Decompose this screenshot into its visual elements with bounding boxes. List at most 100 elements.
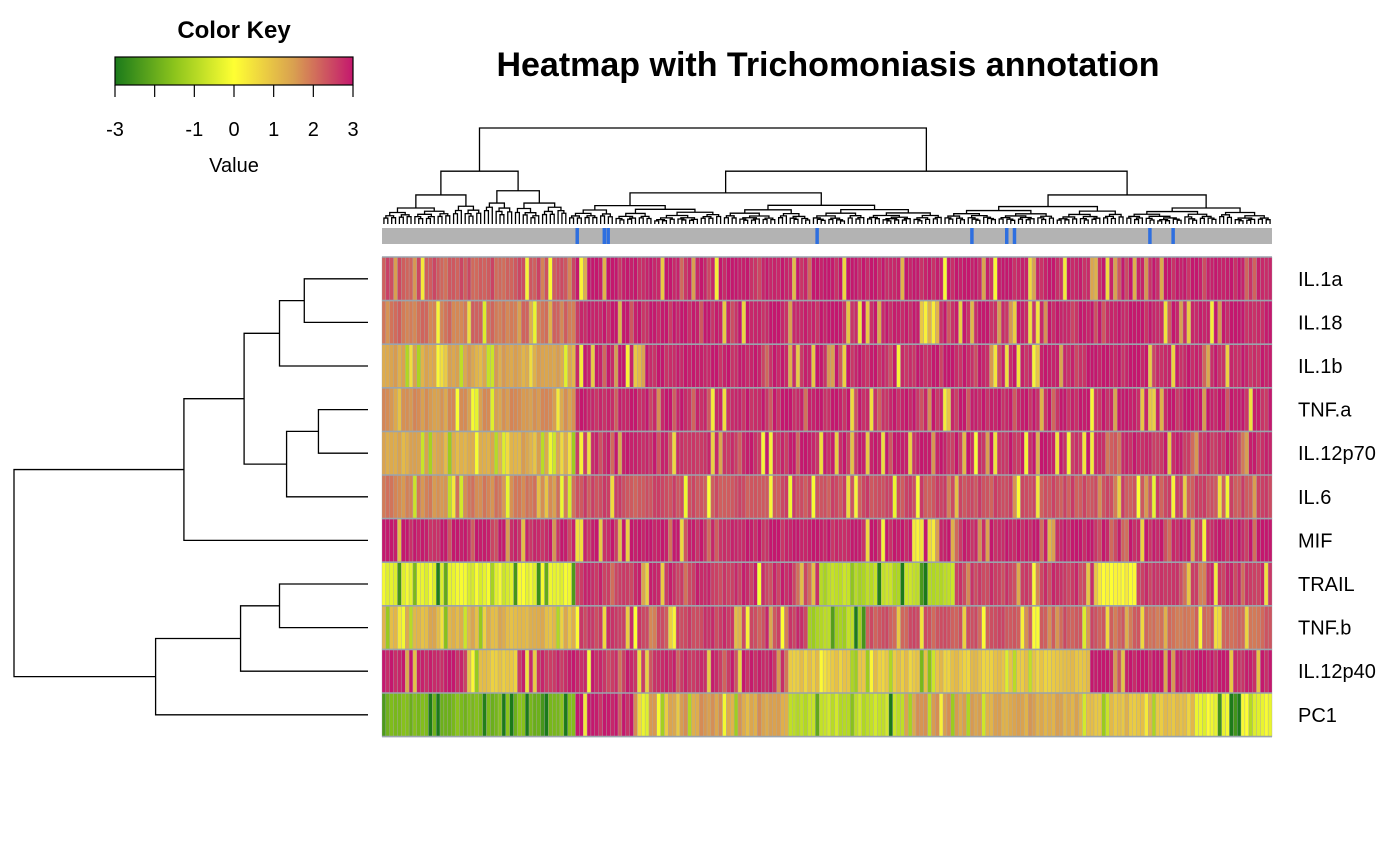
heatmap-cell (985, 474, 990, 519)
heatmap-cell (1020, 387, 1025, 432)
heatmap-cell (1140, 256, 1145, 301)
heatmap-cell (447, 431, 452, 476)
heatmap-cell (857, 256, 863, 301)
column-dendrogram-branch (847, 217, 853, 224)
heatmap-cell (1093, 562, 1099, 606)
heatmap-cell (791, 692, 797, 737)
heatmap-cell (1051, 649, 1056, 694)
heatmap-cell (393, 562, 398, 606)
heatmap-cell (466, 692, 472, 737)
heatmap-cell (571, 256, 576, 301)
heatmap-cell (401, 387, 406, 432)
heatmap-cell (567, 562, 572, 606)
heatmap-cell (455, 431, 460, 476)
heatmap-cell (1105, 431, 1110, 476)
heatmap-cell (463, 692, 468, 737)
heatmap-cell (590, 649, 596, 694)
heatmap-cell (536, 474, 541, 519)
heatmap-cell (892, 431, 897, 476)
heatmap-cell (1248, 562, 1253, 606)
heatmap-cell (764, 692, 770, 737)
heatmap-cell (772, 431, 777, 476)
heatmap-cell (1078, 256, 1083, 301)
heatmap-cell (780, 649, 785, 694)
heatmap-cell (714, 562, 719, 606)
heatmap-cell (1113, 692, 1118, 737)
heatmap-cell (528, 518, 534, 563)
heatmap-cell (672, 518, 677, 563)
heatmap-cell (969, 649, 975, 694)
heatmap-cell (861, 562, 866, 606)
heatmap-cell (850, 431, 855, 476)
heatmap-cell (699, 692, 704, 737)
heatmap-cell (795, 431, 801, 476)
heatmap-cell (850, 387, 855, 432)
heatmap-cell (989, 431, 994, 476)
heatmap-cell (664, 562, 669, 606)
heatmap-cell (1031, 300, 1037, 345)
heatmap-cell (1167, 605, 1172, 650)
heatmap-cell (629, 431, 634, 476)
column-dendrogram-branch (1041, 218, 1047, 224)
heatmap-cell (644, 605, 650, 650)
column-dendrogram-branch (874, 218, 880, 224)
heatmap-cell (1117, 605, 1122, 650)
heatmap-cell (1147, 256, 1153, 301)
heatmap-cell (702, 649, 708, 694)
heatmap-cell (598, 692, 603, 737)
heatmap-cell (962, 562, 967, 606)
heatmap-cell (923, 562, 928, 606)
heatmap-cell (768, 300, 774, 345)
heatmap-cell (621, 474, 626, 519)
heatmap-cell (969, 518, 975, 563)
heatmap-cell (559, 300, 565, 345)
heatmap-cell (853, 474, 859, 519)
heatmap-cell (1240, 562, 1246, 606)
heatmap-cell (904, 431, 909, 476)
heatmap-cell (1252, 256, 1257, 301)
heatmap-cell (1236, 256, 1242, 301)
heatmap-cell (1043, 649, 1048, 694)
heatmap-cell (1012, 474, 1017, 519)
heatmap-cell (826, 344, 832, 388)
heatmap-cell (586, 692, 592, 737)
heatmap-cell (575, 431, 580, 476)
heatmap-cell (892, 692, 897, 737)
heatmap-cell (718, 474, 723, 519)
heatmap-cell (470, 387, 476, 432)
heatmap-cell (1163, 649, 1168, 694)
heatmap-cell (1047, 256, 1052, 301)
heatmap-cell (795, 562, 801, 606)
heatmap-cell (401, 474, 406, 519)
heatmap-cell (861, 692, 866, 737)
heatmap-cell (1016, 344, 1021, 388)
heatmap-cell (1000, 474, 1006, 519)
heatmap-cell (637, 518, 642, 563)
heatmap-cell (1066, 387, 1071, 432)
heatmap-cell (1058, 300, 1064, 345)
heatmap-cell (1117, 649, 1122, 694)
row-label: IL.6 (1298, 487, 1331, 509)
heatmap-cell (513, 692, 518, 737)
heatmap-cell (637, 692, 642, 737)
heatmap-cell (946, 474, 952, 519)
heatmap-cell (1128, 387, 1133, 432)
heatmap-cell (664, 431, 669, 476)
heatmap-cell (583, 518, 588, 563)
heatmap-cell (691, 518, 696, 563)
column-dendrogram-branch (825, 212, 857, 216)
heatmap-cell (1016, 256, 1021, 301)
heatmap-cell (1035, 518, 1041, 563)
heatmap-cell (803, 562, 808, 606)
heatmap-cell (1124, 300, 1130, 345)
heatmap-cell (788, 387, 793, 432)
column-dendrogram-branch (665, 214, 689, 218)
heatmap-cell (1128, 344, 1133, 388)
heatmap-cell (385, 256, 390, 301)
heatmap-cell (675, 605, 681, 650)
heatmap-cell (501, 692, 507, 737)
heatmap-cell (505, 431, 510, 476)
heatmap-cell (1155, 605, 1160, 650)
column-dendrogram-branch (669, 218, 675, 224)
heatmap-cell (1082, 605, 1087, 650)
